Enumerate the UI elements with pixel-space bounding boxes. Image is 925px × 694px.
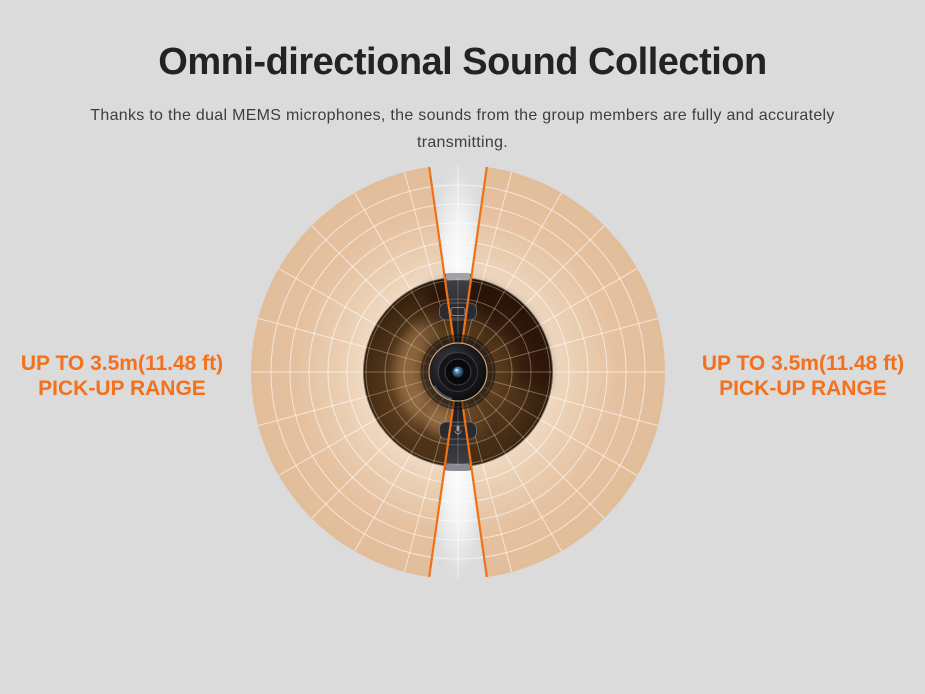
- wedge-boundary-lines: [428, 166, 488, 578]
- pickup-range-label-right: UP TO 3.5m(11.48 ft) PICK-UP RANGE: [681, 351, 925, 401]
- lens-glint: [455, 368, 458, 372]
- page-title: Omni-directional Sound Collection: [158, 41, 767, 83]
- range-caption-left: PICK-UP RANGE: [38, 377, 206, 400]
- pickup-range-diagram-svg: [251, 164, 665, 580]
- range-value-left: UP TO 3.5m(11.48 ft): [20, 352, 224, 375]
- camera-lens: [420, 334, 496, 410]
- subtitle-line-2: transmitting.: [416, 134, 509, 151]
- range-caption-right: PICK-UP RANGE: [719, 377, 887, 400]
- page-subtitle: Thanks to the dual MEMS microphones, the…: [0, 102, 925, 156]
- subtitle-line-1: Thanks to the dual MEMS microphones, the…: [90, 107, 835, 124]
- range-value-right: UP TO 3.5m(11.48 ft): [701, 352, 905, 375]
- pickup-range-label-left: UP TO 3.5m(11.48 ft) PICK-UP RANGE: [0, 351, 244, 401]
- pickup-range-diagram: [246, 160, 670, 584]
